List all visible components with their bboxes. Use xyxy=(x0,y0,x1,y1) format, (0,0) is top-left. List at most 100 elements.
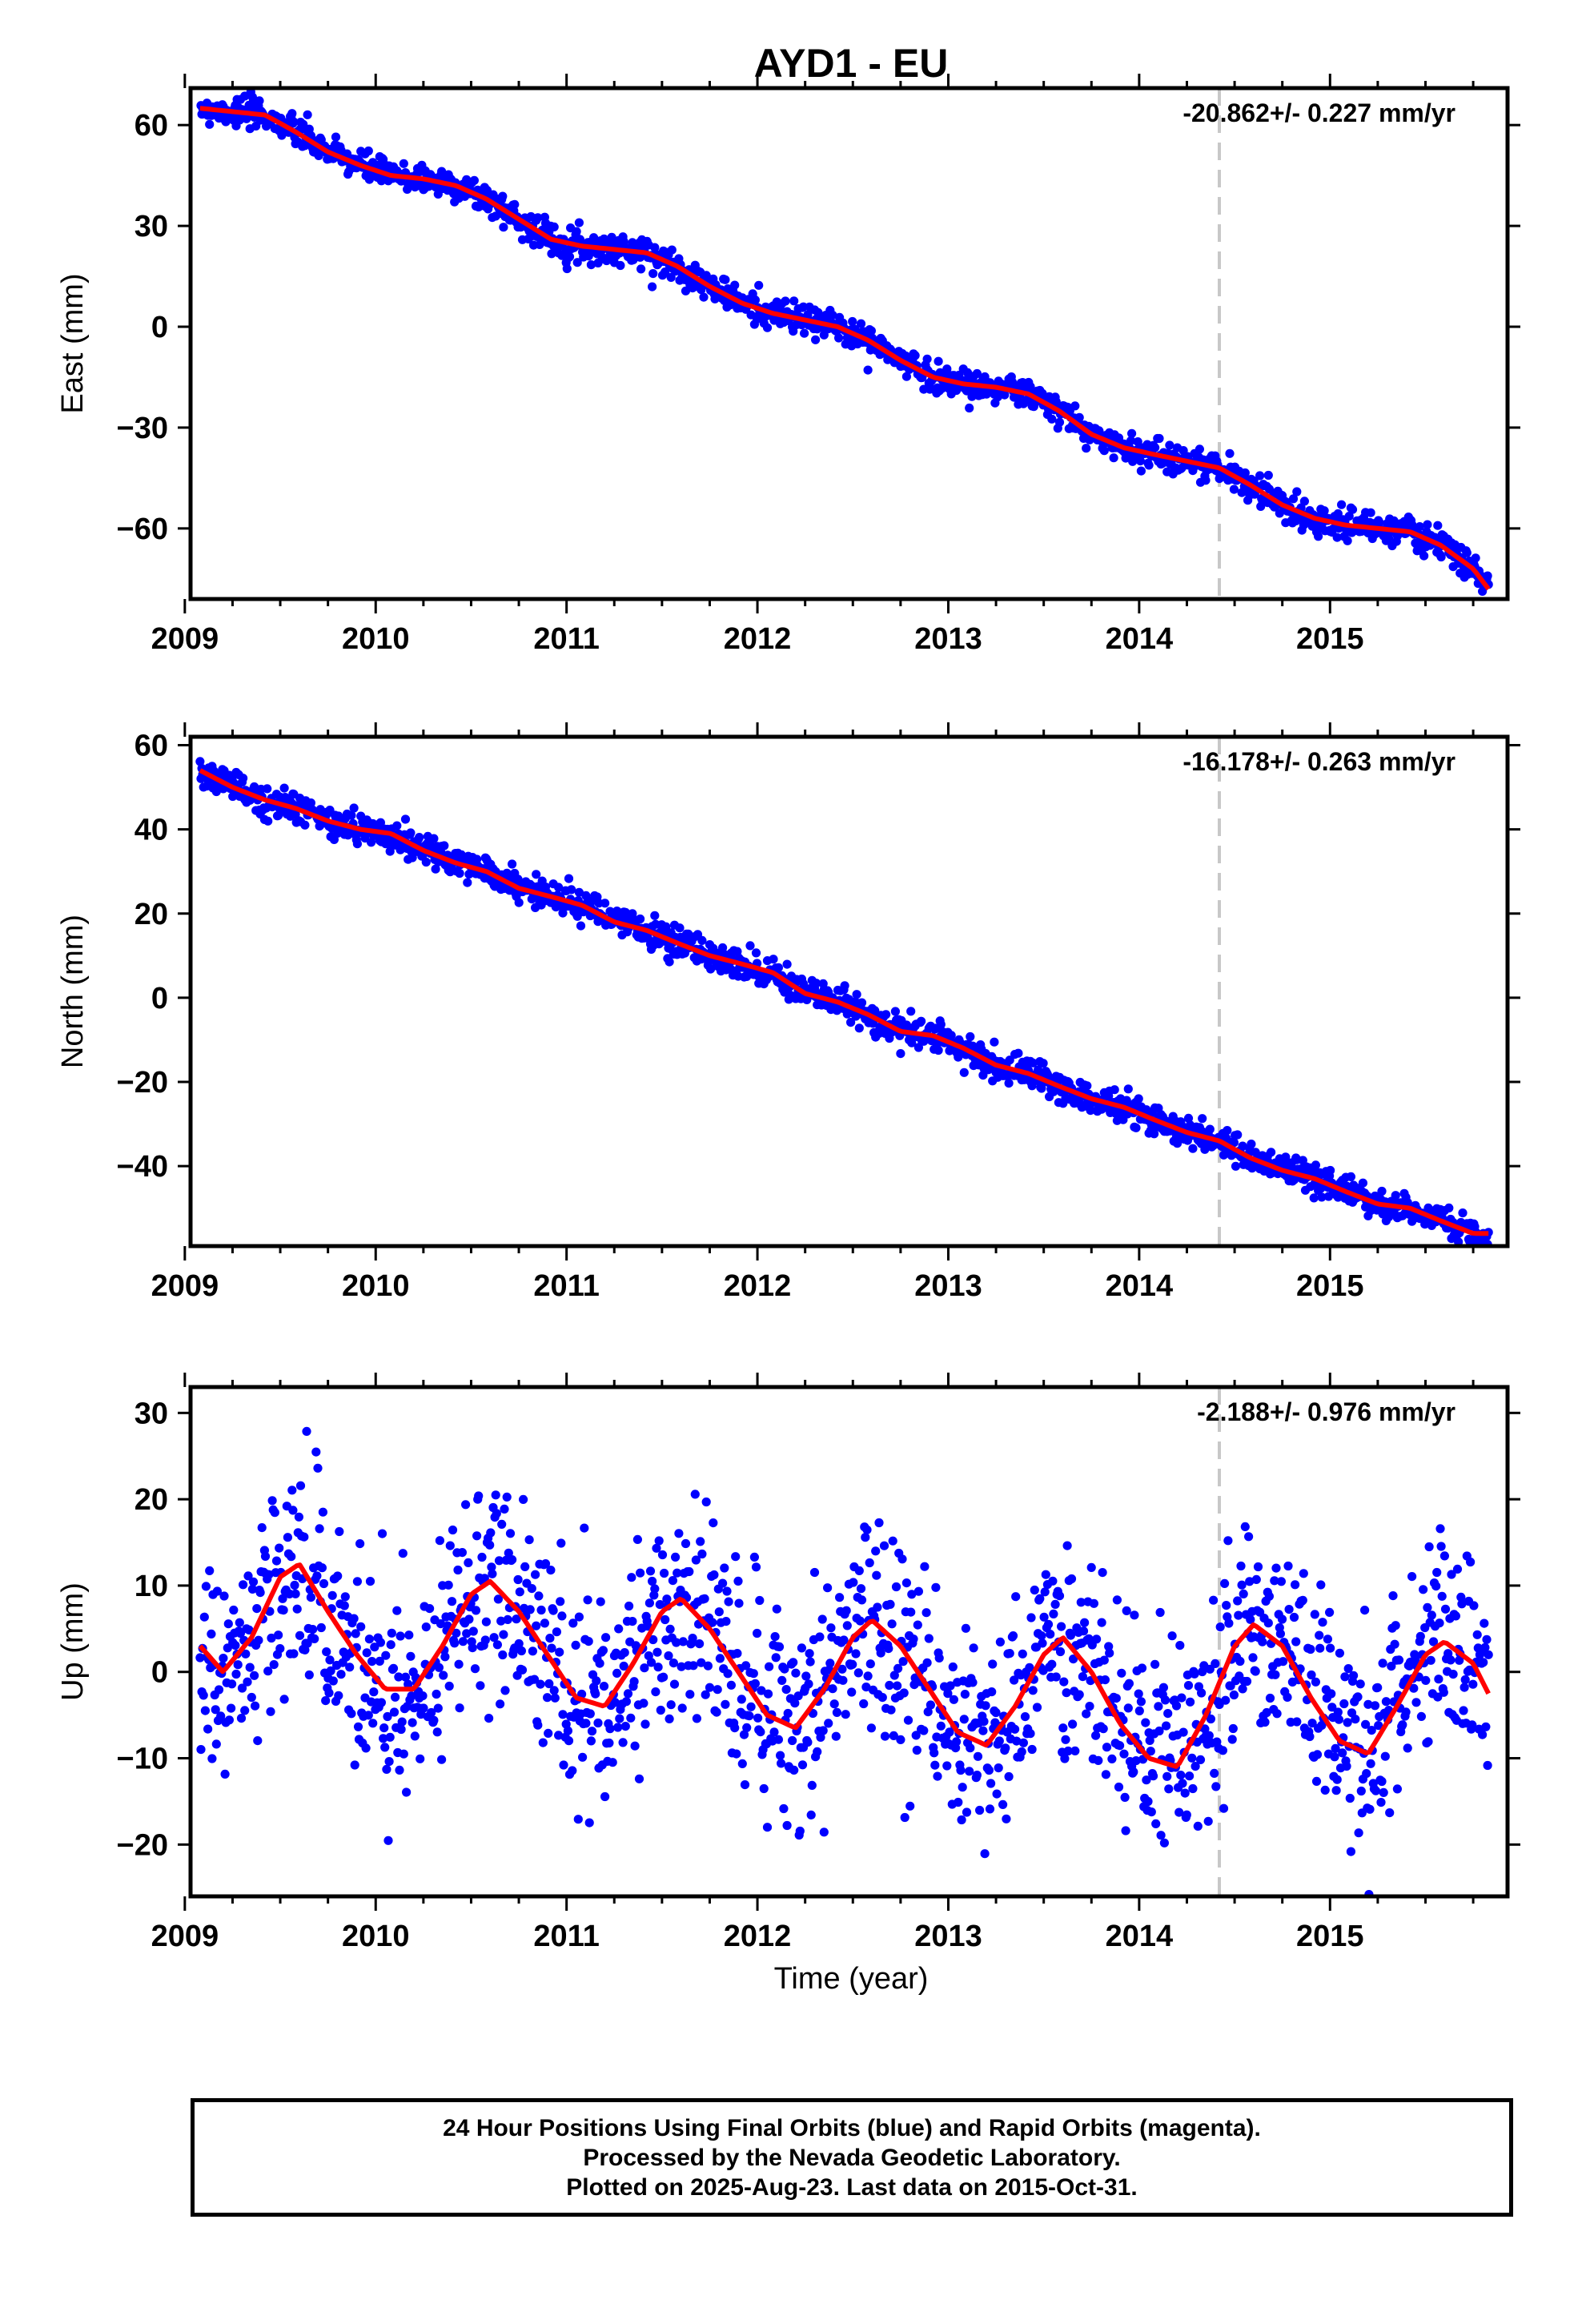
data-point xyxy=(1419,1585,1428,1594)
data-point xyxy=(880,1731,890,1741)
data-point xyxy=(472,1531,482,1541)
data-point xyxy=(865,1659,875,1669)
data-point xyxy=(776,1751,785,1760)
data-point xyxy=(243,1571,253,1581)
data-point xyxy=(1451,1611,1460,1621)
data-point xyxy=(1146,1747,1155,1756)
data-point xyxy=(310,1634,319,1643)
data-point xyxy=(745,941,755,951)
data-point xyxy=(1354,1828,1363,1838)
data-point xyxy=(1448,1670,1458,1679)
data-point xyxy=(1377,1186,1387,1196)
data-point xyxy=(492,1640,503,1650)
data-point xyxy=(370,1642,379,1652)
data-point xyxy=(772,1604,781,1614)
data-point xyxy=(1452,1564,1463,1574)
data-point xyxy=(1466,1557,1476,1567)
data-point xyxy=(334,1691,343,1700)
data-point xyxy=(391,1692,400,1702)
data-point xyxy=(264,1570,274,1579)
data-point xyxy=(742,1723,752,1732)
data-point xyxy=(1167,1631,1177,1641)
data-point xyxy=(732,1749,741,1759)
data-point xyxy=(550,1693,560,1703)
data-point xyxy=(318,1507,327,1517)
data-point xyxy=(421,1622,431,1632)
y-axis-label: Up (mm) xyxy=(56,1582,90,1701)
data-point xyxy=(515,1587,524,1597)
data-point xyxy=(806,1810,816,1819)
data-point xyxy=(1066,1574,1077,1584)
data-point xyxy=(300,820,310,830)
data-point xyxy=(480,1574,489,1583)
data-point xyxy=(990,1037,999,1047)
data-point xyxy=(1343,1718,1352,1727)
data-point xyxy=(1112,1595,1122,1605)
data-point xyxy=(1068,1719,1078,1729)
data-point xyxy=(1325,1607,1335,1617)
data-point xyxy=(1471,553,1480,563)
data-point xyxy=(1482,1634,1492,1644)
data-point xyxy=(1094,1755,1103,1765)
data-point xyxy=(959,1068,969,1077)
data-point xyxy=(722,1586,732,1596)
data-point xyxy=(287,109,297,119)
data-point xyxy=(1182,1810,1191,1819)
data-point xyxy=(1403,1743,1412,1753)
data-point xyxy=(924,1634,934,1643)
data-point xyxy=(1265,1693,1275,1703)
data-point xyxy=(1434,1675,1443,1684)
data-point xyxy=(674,1529,684,1538)
data-point xyxy=(1224,1618,1234,1628)
data-point xyxy=(1251,1667,1260,1676)
data-point xyxy=(1255,471,1265,480)
data-point xyxy=(1390,1639,1399,1649)
data-point xyxy=(1480,1618,1489,1628)
data-point xyxy=(949,1695,958,1704)
data-point xyxy=(385,1732,395,1742)
data-point xyxy=(247,1584,257,1594)
data-point xyxy=(1195,444,1204,454)
data-point xyxy=(985,1804,995,1814)
data-point xyxy=(675,923,685,933)
data-point xyxy=(365,1577,375,1586)
data-point xyxy=(646,1658,656,1667)
data-point xyxy=(765,1662,774,1671)
data-point xyxy=(994,1763,1003,1773)
data-point xyxy=(615,1714,624,1723)
data-point xyxy=(592,1676,601,1686)
data-point xyxy=(933,1771,942,1781)
data-point xyxy=(1155,1607,1165,1618)
data-point xyxy=(668,1576,678,1586)
data-point xyxy=(574,887,584,897)
y-tick-label: 20 xyxy=(135,1483,168,1517)
data-point xyxy=(558,1710,568,1719)
data-point xyxy=(331,132,341,142)
data-point xyxy=(1437,1591,1447,1601)
data-point xyxy=(1236,1561,1246,1571)
y-tick-label: −30 xyxy=(117,412,168,445)
data-point xyxy=(1223,1126,1232,1136)
data-point xyxy=(510,199,520,209)
data-point xyxy=(508,1555,517,1565)
data-point xyxy=(789,1765,799,1775)
data-point xyxy=(1343,1664,1353,1674)
data-point xyxy=(1154,1702,1163,1711)
data-point xyxy=(474,1491,484,1501)
data-point xyxy=(1035,1594,1045,1603)
data-point xyxy=(922,1658,932,1667)
data-point xyxy=(556,1538,566,1548)
data-point xyxy=(1082,444,1091,453)
data-point xyxy=(435,1536,445,1546)
data-point xyxy=(410,1731,420,1741)
data-point xyxy=(1439,1551,1449,1561)
data-point xyxy=(312,1571,322,1581)
data-point xyxy=(703,1661,713,1671)
data-point xyxy=(849,1578,858,1587)
data-point xyxy=(425,1604,435,1614)
data-point xyxy=(289,117,299,127)
data-point xyxy=(803,1738,813,1747)
